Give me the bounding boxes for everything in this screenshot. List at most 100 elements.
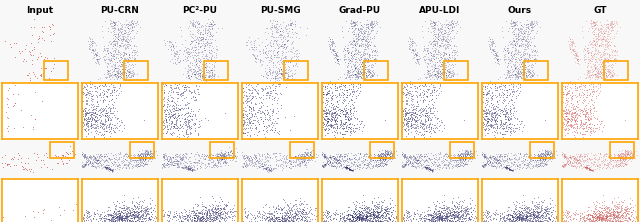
- Point: [94, 155, 104, 159]
- Point: [274, 151, 284, 155]
- Point: [189, 122, 200, 125]
- Point: [219, 155, 229, 159]
- Point: [205, 37, 215, 41]
- Point: [510, 72, 520, 75]
- Point: [428, 30, 438, 33]
- Point: [513, 28, 524, 31]
- Point: [449, 155, 459, 158]
- Point: [483, 91, 493, 95]
- Point: [262, 155, 273, 159]
- Point: [86, 119, 96, 123]
- Point: [605, 22, 616, 25]
- Point: [478, 120, 488, 124]
- Point: [451, 206, 461, 209]
- Point: [593, 116, 603, 120]
- Point: [408, 56, 419, 60]
- Point: [87, 82, 97, 86]
- Point: [109, 160, 119, 163]
- Point: [401, 163, 411, 166]
- Point: [601, 57, 611, 61]
- Point: [230, 214, 241, 218]
- Point: [524, 27, 534, 30]
- Point: [495, 155, 505, 159]
- Point: [261, 216, 271, 220]
- Point: [136, 156, 147, 160]
- Point: [340, 85, 350, 89]
- Point: [497, 25, 508, 28]
- Point: [437, 218, 447, 222]
- Point: [568, 165, 578, 168]
- Point: [456, 158, 467, 162]
- Point: [140, 156, 150, 159]
- Point: [108, 162, 118, 165]
- Point: [452, 207, 463, 211]
- Point: [458, 219, 468, 222]
- Point: [408, 154, 419, 157]
- Point: [611, 153, 621, 157]
- Point: [259, 160, 269, 164]
- Point: [356, 216, 366, 220]
- Point: [198, 41, 208, 44]
- Point: [89, 210, 99, 214]
- Point: [372, 211, 383, 215]
- Point: [168, 156, 179, 159]
- Point: [600, 57, 610, 60]
- Point: [570, 51, 580, 54]
- Point: [376, 157, 386, 160]
- Point: [120, 157, 130, 161]
- Point: [285, 161, 296, 164]
- Point: [569, 160, 579, 163]
- Point: [344, 50, 355, 54]
- Point: [299, 156, 309, 159]
- Point: [619, 210, 629, 213]
- Point: [82, 121, 92, 125]
- Point: [360, 157, 371, 161]
- Point: [520, 29, 530, 33]
- Point: [197, 50, 207, 54]
- Point: [309, 152, 319, 155]
- Point: [170, 52, 180, 56]
- Point: [488, 118, 499, 121]
- Point: [381, 213, 391, 216]
- Point: [563, 107, 573, 111]
- Point: [296, 211, 307, 214]
- Point: [170, 118, 180, 121]
- Point: [414, 163, 424, 166]
- Point: [268, 41, 278, 44]
- Point: [397, 90, 407, 93]
- Point: [123, 57, 133, 60]
- Point: [492, 157, 502, 161]
- Point: [438, 69, 448, 72]
- Point: [441, 216, 451, 219]
- Point: [241, 164, 251, 167]
- Point: [221, 150, 232, 154]
- Point: [123, 217, 133, 220]
- Point: [427, 169, 437, 172]
- Point: [584, 164, 595, 167]
- Point: [95, 158, 106, 162]
- Point: [348, 168, 358, 171]
- Point: [214, 218, 224, 222]
- Point: [582, 154, 592, 157]
- Point: [530, 156, 540, 159]
- Point: [582, 72, 593, 76]
- Point: [109, 216, 120, 220]
- Point: [444, 32, 454, 36]
- Point: [344, 205, 354, 208]
- Point: [437, 60, 447, 64]
- Point: [364, 154, 374, 157]
- Point: [348, 168, 358, 171]
- Point: [504, 168, 515, 172]
- Point: [275, 163, 285, 166]
- Point: [563, 119, 573, 123]
- Point: [324, 215, 335, 218]
- Point: [347, 168, 357, 172]
- Point: [570, 119, 580, 123]
- Point: [270, 74, 280, 78]
- Point: [486, 161, 497, 165]
- Point: [346, 98, 356, 101]
- Point: [447, 19, 457, 22]
- Point: [577, 123, 587, 127]
- Point: [126, 58, 136, 61]
- Point: [424, 72, 434, 75]
